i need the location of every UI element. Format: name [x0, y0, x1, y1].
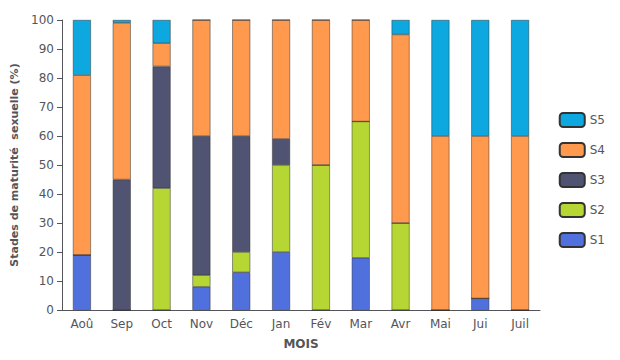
svg-text:80: 80 — [39, 71, 54, 85]
svg-text:Sep: Sep — [110, 317, 133, 331]
svg-text:30: 30 — [39, 216, 54, 230]
svg-text:100: 100 — [31, 13, 54, 27]
svg-text:Mar: Mar — [349, 317, 372, 331]
svg-text:0: 0 — [46, 303, 54, 317]
svg-text:Jan: Jan — [271, 317, 291, 331]
svg-text:S5: S5 — [590, 113, 605, 127]
svg-text:60: 60 — [39, 129, 54, 143]
svg-text:Déc: Déc — [230, 317, 253, 331]
svg-text:Avr: Avr — [391, 317, 411, 331]
svg-text:Juil: Juil — [510, 317, 529, 331]
svg-text:Stades de maturité sexuelle (: Stades de maturité sexuelle (%) — [8, 63, 21, 266]
svg-text:S3: S3 — [590, 173, 605, 187]
svg-text:Jui: Jui — [472, 317, 487, 331]
svg-text:Aoû: Aoû — [70, 317, 93, 331]
svg-text:Nov: Nov — [190, 317, 213, 331]
svg-text:S1: S1 — [590, 233, 605, 247]
svg-text:Fév: Fév — [311, 317, 332, 331]
svg-text:MOIS: MOIS — [283, 337, 318, 351]
svg-text:90: 90 — [39, 42, 54, 56]
svg-text:10: 10 — [39, 274, 54, 288]
svg-text:20: 20 — [39, 245, 54, 259]
svg-text:S4: S4 — [590, 143, 605, 157]
svg-text:S2: S2 — [590, 203, 605, 217]
svg-text:Mai: Mai — [430, 317, 451, 331]
svg-text:Oct: Oct — [151, 317, 172, 331]
svg-text:50: 50 — [39, 158, 54, 172]
svg-text:70: 70 — [39, 100, 54, 114]
svg-text:40: 40 — [39, 187, 54, 201]
